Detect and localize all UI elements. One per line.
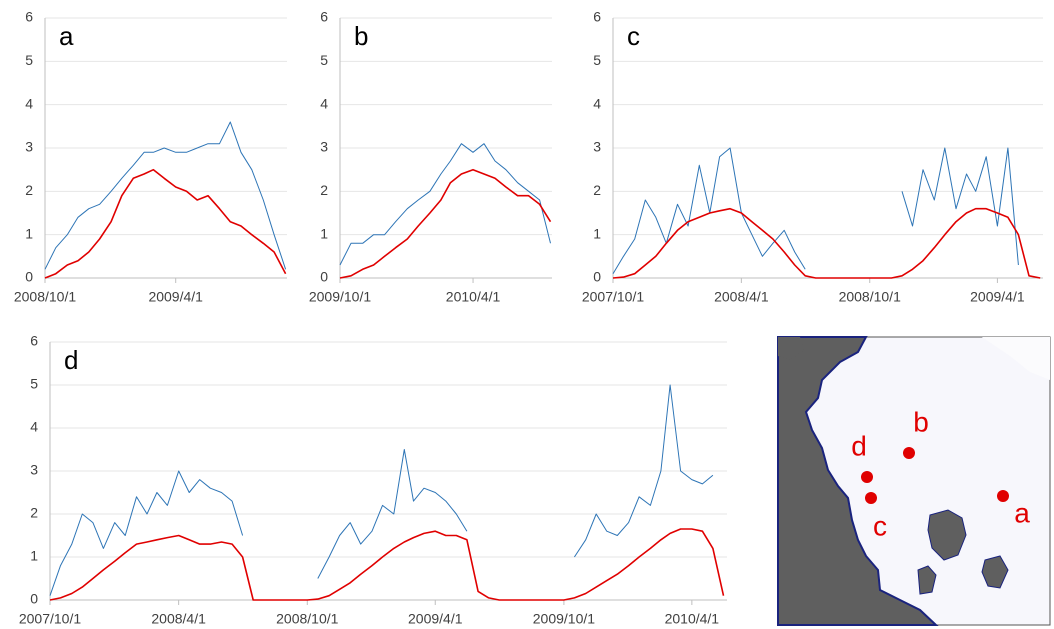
y-tick-label: 3 (320, 139, 328, 155)
y-tick-label: 1 (30, 548, 38, 564)
y-tick-label: 6 (320, 9, 328, 25)
y-tick-label: 4 (30, 419, 38, 435)
y-tick-label: 2 (25, 182, 33, 198)
site-label: c (873, 510, 887, 541)
series-line (339, 143, 551, 266)
series-line (339, 168, 552, 279)
map (777, 336, 1051, 626)
y-tick-label: 0 (593, 269, 601, 285)
land-west (777, 336, 939, 626)
x-tick-label: 2007/10/1 (582, 289, 644, 305)
x-tick-label: 2009/10/1 (533, 611, 595, 627)
y-tick-label: 3 (25, 139, 33, 155)
island (927, 509, 967, 561)
x-tick-label: 2009/4/1 (408, 611, 463, 627)
site-label: a (1014, 497, 1030, 528)
y-tick-label: 6 (25, 9, 33, 25)
site-label: d (851, 430, 867, 461)
series-line (44, 121, 287, 270)
y-tick-label: 1 (593, 225, 601, 241)
y-tick-label: 4 (320, 95, 328, 111)
y-tick-label: 4 (593, 95, 601, 111)
panel-label: a (59, 21, 74, 51)
panel-label: d (64, 345, 78, 375)
y-tick-label: 5 (593, 52, 601, 68)
x-tick-label: 2008/10/1 (14, 289, 76, 305)
island (981, 555, 1009, 589)
x-tick-label: 2008/4/1 (151, 611, 206, 627)
series-line (44, 168, 287, 279)
island (917, 565, 937, 595)
site-marker (903, 447, 915, 459)
x-tick-label: 2008/10/1 (839, 289, 901, 305)
x-tick-label: 2008/4/1 (714, 289, 769, 305)
series-line (612, 147, 1019, 274)
x-tick-label: 2009/4/1 (970, 289, 1025, 305)
series-line (49, 528, 725, 601)
site-marker (865, 492, 877, 504)
site-marker (861, 471, 873, 483)
series-line (612, 207, 1041, 279)
y-tick-label: 0 (30, 591, 38, 607)
x-tick-label: 2007/10/1 (19, 611, 81, 627)
y-tick-label: 5 (25, 52, 33, 68)
y-tick-label: 5 (320, 52, 328, 68)
y-tick-label: 0 (320, 269, 328, 285)
x-tick-label: 2009/10/1 (309, 289, 371, 305)
y-tick-label: 2 (320, 182, 328, 198)
panel-label: b (354, 21, 368, 51)
y-tick-label: 2 (593, 182, 601, 198)
x-tick-label: 2010/4/1 (446, 289, 501, 305)
y-tick-label: 1 (25, 225, 33, 241)
y-tick-label: 3 (30, 462, 38, 478)
y-tick-label: 2 (30, 505, 38, 521)
y-tick-label: 4 (25, 95, 33, 111)
y-tick-label: 3 (593, 139, 601, 155)
x-tick-label: 2008/10/1 (276, 611, 338, 627)
series-line (49, 384, 714, 596)
y-tick-label: 0 (25, 269, 33, 285)
ice-edge (982, 337, 1050, 380)
y-tick-label: 1 (320, 225, 328, 241)
x-tick-label: 2010/4/1 (665, 611, 720, 627)
site-label: b (913, 406, 929, 437)
x-tick-label: 2009/4/1 (148, 289, 203, 305)
site-marker (997, 490, 1009, 502)
y-tick-label: 6 (593, 9, 601, 25)
y-tick-label: 6 (30, 333, 38, 349)
panel-label: c (627, 21, 640, 51)
y-tick-label: 5 (30, 376, 38, 392)
land-islet (778, 337, 804, 360)
